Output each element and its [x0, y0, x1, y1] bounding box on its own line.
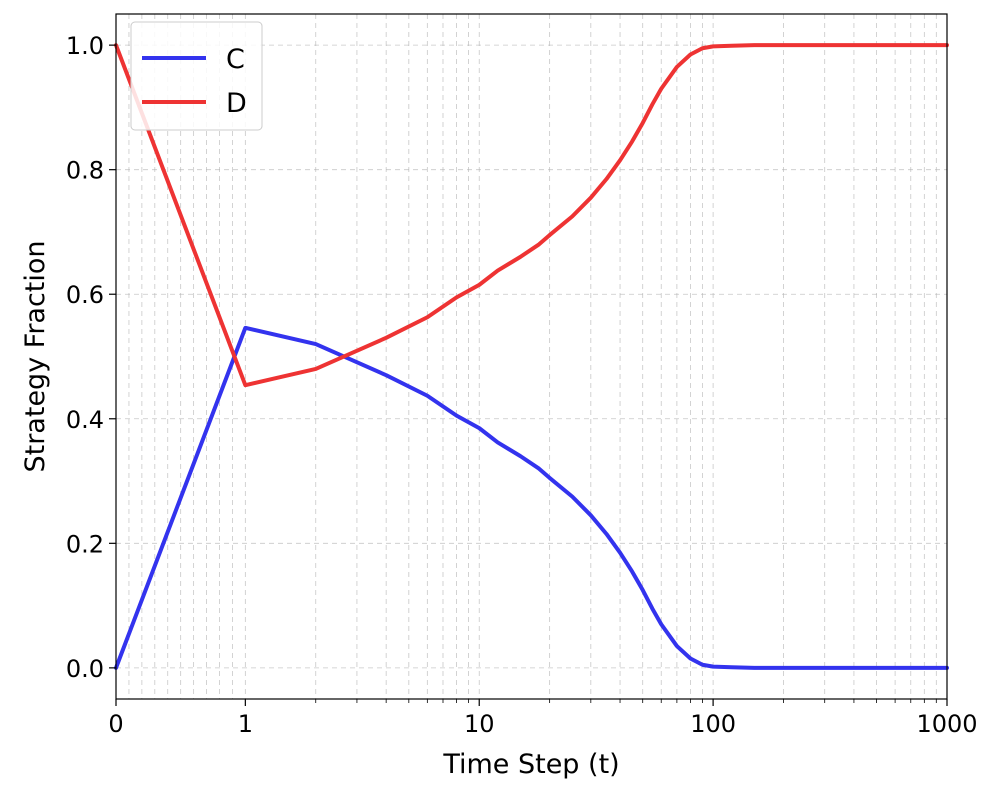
legend-label-c: C: [226, 44, 245, 75]
x-tick-label: 1000: [916, 710, 977, 738]
x-tick-label: 0: [108, 710, 123, 738]
plot-frame: [115, 13, 948, 700]
y-axis-label: Strategy Fraction: [20, 240, 51, 472]
legend-label-d: D: [226, 88, 247, 119]
series-lines: [114, 43, 949, 670]
x-tick-label: 100: [690, 710, 736, 738]
x-tick-label: 1: [238, 710, 253, 738]
legend: C D: [130, 21, 263, 131]
y-tick-label: 0.0: [66, 655, 104, 683]
y-tick-label: 0.8: [66, 157, 104, 185]
grid: [115, 14, 948, 699]
y-tick-label: 0.6: [66, 281, 104, 309]
series-line-c: [114, 325, 949, 670]
axis-ticks: 0 1 10 100 1000 0.0 0.2 0.4 0.6 0.8 1.0: [66, 32, 978, 738]
x-tick-label: 10: [464, 710, 495, 738]
series-line-d: [114, 43, 949, 388]
x-axis-label: Time Step (t): [442, 749, 619, 780]
y-tick-label: 0.2: [66, 530, 104, 558]
y-tick-label: 1.0: [66, 32, 104, 60]
y-tick-label: 0.4: [66, 406, 104, 434]
